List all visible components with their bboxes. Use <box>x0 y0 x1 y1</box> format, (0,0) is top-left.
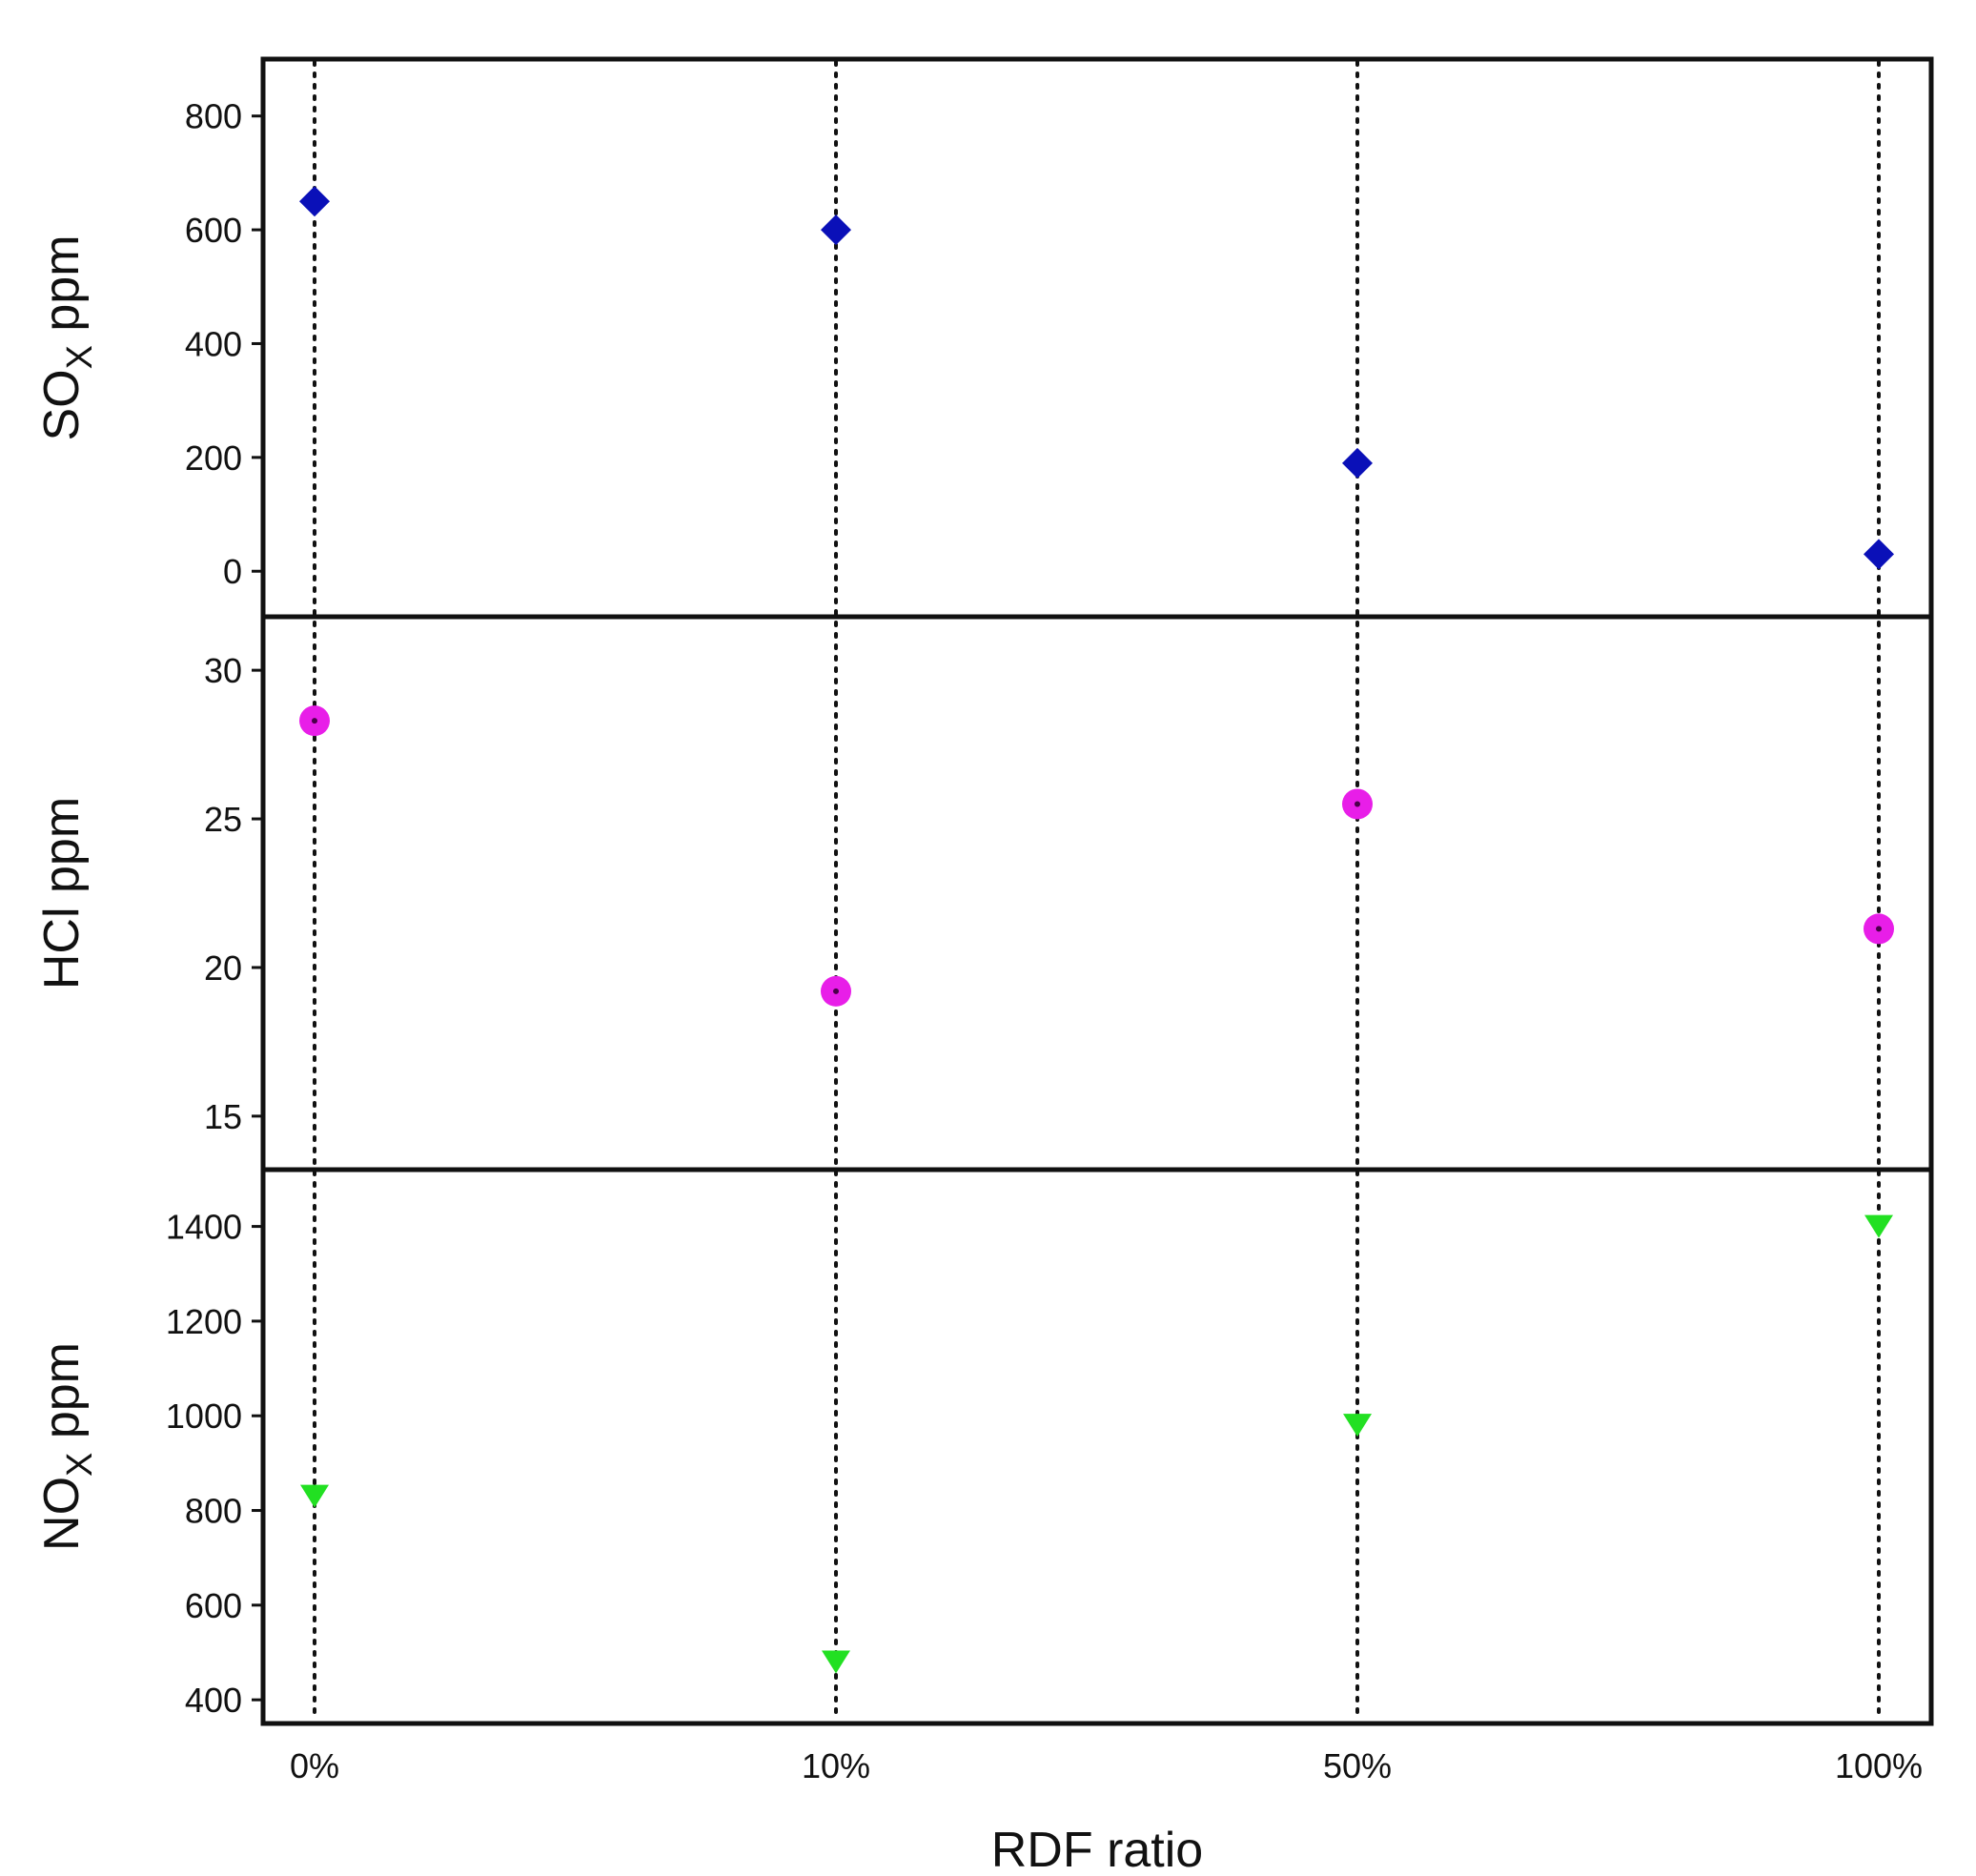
nox-point-10% <box>822 1650 850 1674</box>
hcl-point-50%-center <box>1355 801 1360 807</box>
hcl-ylabel: HCl ppm <box>34 797 90 989</box>
hcl-point-100%-center <box>1876 926 1882 932</box>
nox-ylabel: NOX ppm <box>34 1342 100 1551</box>
sox-ytick-label: 400 <box>185 324 242 363</box>
hcl-ytick-label: 25 <box>204 800 242 839</box>
nox-ytick-label: 1400 <box>166 1208 242 1247</box>
hcl-ytick-label: 30 <box>204 651 242 690</box>
x-tick-label-100%: 100% <box>1835 1746 1923 1785</box>
sox-ytick-label: 200 <box>185 438 242 478</box>
nox-point-0% <box>300 1484 329 1508</box>
sox-ytick-label: 600 <box>185 211 242 250</box>
nox-ytick-label: 800 <box>185 1492 242 1531</box>
nox-ytick-label: 1000 <box>166 1397 242 1436</box>
x-axis-title: RDF ratio <box>991 1823 1203 1876</box>
sox-point-100% <box>1864 539 1894 570</box>
x-tick-label-50%: 50% <box>1323 1746 1392 1785</box>
hcl-ytick-label: 15 <box>204 1097 242 1136</box>
nox-ytick-label: 1200 <box>166 1302 242 1341</box>
sox-point-50% <box>1342 447 1373 479</box>
sox-ylabel: SOX ppm <box>34 234 100 440</box>
nox-point-100% <box>1864 1214 1893 1238</box>
hcl-point-10%-center <box>833 988 839 994</box>
sox-ytick-label: 0 <box>223 552 242 591</box>
x-tick-label-10%: 10% <box>802 1746 870 1785</box>
nox-ytick-label: 400 <box>185 1681 242 1720</box>
nox-point-50% <box>1343 1414 1372 1438</box>
nox-ytick-label: 600 <box>185 1586 242 1625</box>
sox-point-0% <box>299 186 330 217</box>
x-tick-label-0%: 0% <box>290 1746 339 1785</box>
sox-ytick-label: 800 <box>185 97 242 136</box>
hcl-point-0%-center <box>312 718 317 724</box>
hcl-ytick-label: 20 <box>204 948 242 988</box>
sox-point-10% <box>821 214 851 246</box>
plot-frame <box>260 56 1934 1726</box>
